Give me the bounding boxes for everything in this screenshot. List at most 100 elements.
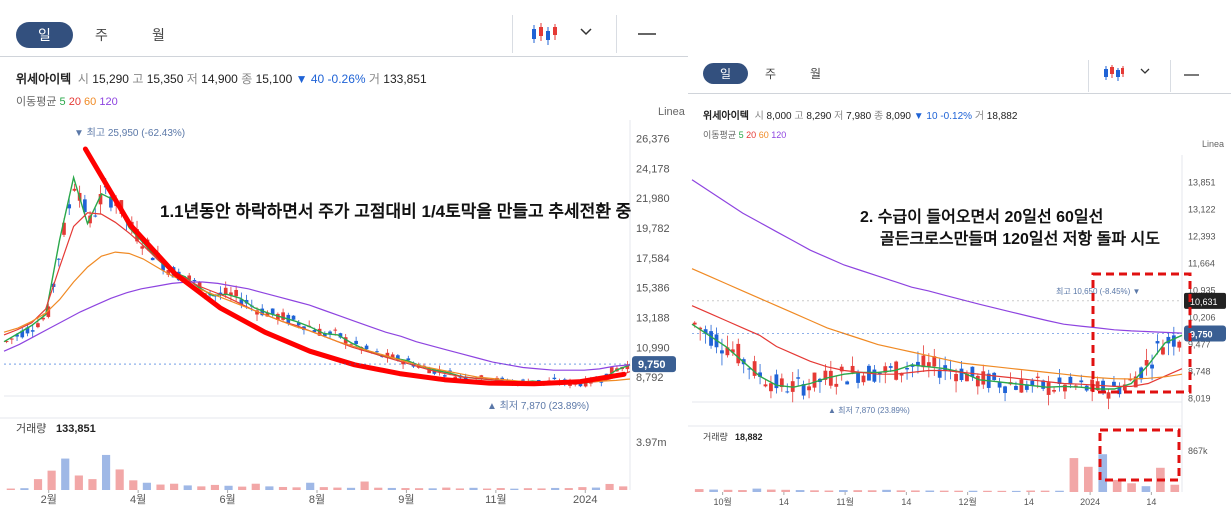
- candle-body: [442, 375, 447, 377]
- current-price-tag: [632, 356, 676, 373]
- low-value: 14,900: [201, 72, 238, 86]
- x-tick-label: 2024: [573, 494, 597, 506]
- candle-body: [260, 308, 265, 316]
- volume-bar: [619, 486, 628, 490]
- minimize-icon[interactable]: [1184, 73, 1199, 77]
- left-chart-panel: 일 주 월 위세아이텍 시 15,290 고 15,350 저 14,900 종…: [0, 15, 688, 506]
- candle-body: [1112, 381, 1116, 387]
- candle-body: [774, 374, 779, 389]
- chart-annotation-line1: 2. 수급이 들어오면서 20일선 60일선: [860, 209, 1104, 226]
- open-label: 시: [754, 111, 764, 122]
- high-label: 고: [132, 72, 144, 86]
- tab-weekly[interactable]: 주: [764, 67, 777, 81]
- candlestick-chart-type-icon[interactable]: [1103, 64, 1125, 82]
- volume-bar: [156, 484, 165, 490]
- candle-body: [932, 356, 937, 367]
- volume-bar: [1011, 490, 1021, 492]
- chevron-down-icon[interactable]: [580, 28, 592, 36]
- stock-name: 위세아이텍: [16, 72, 72, 86]
- candle-body: [500, 377, 505, 380]
- right-chart-panel: 일 주 월 위세아이텍 시 8,000 고 8,290 저 7,980 종 8,…: [688, 0, 1231, 518]
- candlestick-chart-type-icon[interactable]: [530, 22, 558, 46]
- x-tick-label: 14: [1024, 497, 1034, 507]
- volume-bar: [319, 487, 328, 490]
- candle-body: [265, 312, 270, 317]
- volume-label: 거: [368, 72, 380, 86]
- candle-body: [9, 338, 14, 340]
- candle-body: [406, 358, 411, 361]
- candle-body: [1101, 380, 1105, 393]
- volume-bar: [170, 483, 179, 490]
- minimize-icon[interactable]: [638, 32, 656, 36]
- candle-body: [845, 381, 850, 385]
- quote-bar: 위세아이텍 시 8,000 고 8,290 저 7,980 종 8,090 ▼ …: [703, 107, 1017, 122]
- chevron-down-icon[interactable]: [1140, 68, 1150, 75]
- moving-average-legend: 이동평균 5 20 60 120: [703, 128, 786, 141]
- change-pct: -0.26%: [327, 72, 366, 86]
- candle-body: [390, 354, 395, 359]
- y-tick-label: 21,980: [636, 193, 670, 205]
- volume-bar: [346, 487, 356, 490]
- volume-pane-label: 거래량: [16, 422, 46, 435]
- ma-20: 20: [746, 130, 757, 140]
- volume-pane-value: 18,882: [735, 432, 763, 442]
- tab-daily[interactable]: 일: [16, 22, 73, 48]
- open-label: 시: [77, 72, 89, 86]
- candle-body: [521, 379, 525, 381]
- low-label: 저: [834, 111, 844, 122]
- x-tick-label: 2024: [1080, 497, 1100, 507]
- chart-annotation: 1.1년동안 하락하면서 주가 고점대비 1/4토막을 만들고 추세전환 중: [160, 202, 632, 221]
- volume-bar: [537, 488, 546, 490]
- candle-body: [872, 369, 877, 382]
- volume-bar: [795, 490, 805, 492]
- candle-body: [1177, 341, 1182, 348]
- volume-bar: [738, 490, 747, 492]
- tab-monthly[interactable]: 월: [152, 27, 165, 43]
- ma-20-line: [3, 212, 631, 383]
- volume-bar: [997, 490, 1007, 492]
- y-tick-label: 24,178: [636, 163, 670, 175]
- candle-body: [959, 368, 964, 381]
- volume-bar: [101, 454, 111, 490]
- volume-bar: [766, 489, 776, 492]
- candle-body: [427, 368, 431, 374]
- change-pct: -0.12%: [940, 111, 973, 122]
- volume-bar: [1170, 484, 1180, 492]
- candle-body: [1046, 382, 1051, 395]
- high-label: 고: [794, 111, 804, 122]
- volume-bar: [401, 488, 410, 490]
- candle-body: [30, 330, 35, 332]
- candle-body: [970, 366, 975, 377]
- x-tick-label: 12월: [958, 496, 976, 507]
- candle-body: [769, 383, 773, 392]
- volume-label: 거: [974, 111, 985, 122]
- volume-bar: [551, 487, 560, 490]
- candle-body: [888, 366, 893, 368]
- volume-bar: [896, 490, 906, 492]
- candle-body: [234, 289, 238, 297]
- volume-bar: [238, 486, 247, 490]
- volume-bar: [115, 469, 124, 490]
- candle-body: [62, 222, 66, 235]
- volume-bar: [183, 485, 192, 490]
- ma-120: 120: [771, 130, 787, 140]
- volume-bar: [428, 488, 437, 490]
- candle-body: [807, 386, 811, 391]
- current-price-tag: [1184, 325, 1226, 342]
- tab-weekly[interactable]: 주: [95, 27, 108, 43]
- candle-body: [599, 381, 604, 383]
- ma-120: 120: [99, 96, 118, 108]
- scale-label[interactable]: Linea: [1202, 139, 1225, 149]
- tab-daily[interactable]: 일: [703, 63, 748, 84]
- all-time-low-marker: ▲ 최저 7,870 (23.89%): [828, 405, 910, 415]
- volume-pane-label: 거래량: [703, 431, 728, 442]
- candle-body: [1133, 376, 1138, 388]
- y-tick-label: 10,935: [1188, 286, 1216, 296]
- candle-body: [328, 331, 332, 335]
- volume-bar: [824, 490, 834, 492]
- candle-body: [997, 382, 1002, 388]
- quote-bar: 위세아이텍 시 15,290 고 15,350 저 14,900 종 15,10…: [16, 70, 427, 87]
- scale-label[interactable]: Linea: [658, 106, 685, 118]
- high-price-label: 10,631: [1190, 297, 1218, 307]
- tab-monthly[interactable]: 월: [809, 67, 822, 81]
